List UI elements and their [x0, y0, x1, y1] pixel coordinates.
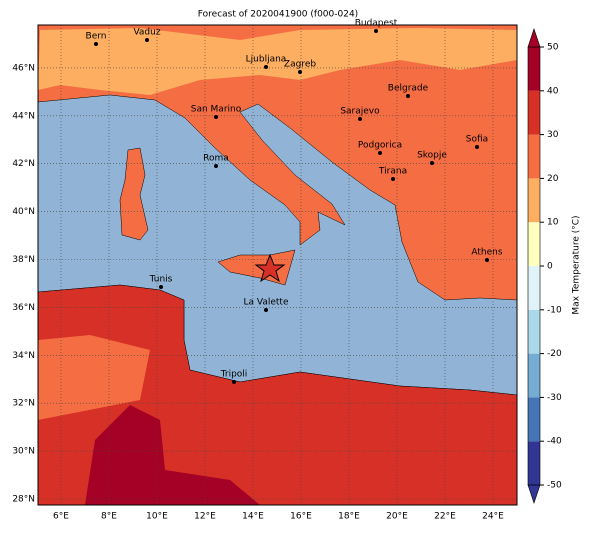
- city-label: Vaduz: [133, 28, 160, 38]
- city-label: Roma: [203, 154, 229, 164]
- city-dot: [145, 38, 149, 42]
- lon-label: 8°E: [101, 512, 117, 522]
- city-dot: [232, 380, 236, 384]
- lat-label: 44°N: [12, 111, 35, 121]
- colorbar-band: [528, 47, 540, 91]
- city-label: Bern: [86, 32, 107, 42]
- city-label: Tripoli: [220, 370, 248, 380]
- warm-zone: [38, 335, 150, 420]
- lon-label: 6°E: [53, 512, 69, 522]
- hot-zone: [85, 405, 260, 505]
- map-area: [38, 25, 517, 505]
- colorbar-tick-label: 30: [547, 130, 559, 140]
- colorbar-arrow: [527, 28, 541, 48]
- city-dot: [430, 161, 434, 165]
- colorbar-tick-label: -40: [547, 437, 562, 447]
- lon-label: 16°E: [290, 512, 312, 522]
- colorbar-label: Max Temperature (°C): [572, 215, 582, 314]
- colorbar-band: [528, 353, 540, 398]
- city-dot: [406, 94, 410, 98]
- city-dot: [358, 117, 362, 121]
- city-label: Tunis: [149, 275, 173, 285]
- city-dot: [159, 285, 163, 289]
- city-dot: [264, 65, 268, 69]
- city-label: Ljubljana: [246, 55, 287, 65]
- city-dot: [94, 42, 98, 46]
- lat-label: 46°N: [12, 63, 35, 73]
- lat-label: 34°N: [12, 351, 35, 361]
- colorbar-band: [528, 222, 540, 266]
- city-dot: [374, 29, 378, 33]
- colorbar-tick-label: -50: [547, 481, 562, 491]
- colorbar-band: [528, 178, 540, 223]
- lat-label: 32°N: [12, 399, 35, 409]
- city-dot: [485, 258, 489, 262]
- lon-label: 24°E: [482, 512, 504, 522]
- city-label: San Marino: [191, 105, 242, 115]
- title: Forecast of 2020041900 (f000-024): [198, 10, 358, 20]
- city-label: Sofia: [466, 135, 488, 145]
- colorbar-tick-label: 40: [547, 86, 559, 96]
- city-label: Belgrade: [388, 84, 429, 94]
- city-label: Podgorica: [358, 141, 402, 151]
- colorbar-arrow: [527, 484, 541, 504]
- city-label: Tirana: [378, 167, 407, 177]
- city-dot: [298, 70, 302, 74]
- city-dot: [378, 151, 382, 155]
- colorbar-band: [528, 441, 540, 485]
- lat-label: 40°N: [12, 207, 35, 217]
- lon-label: 22°E: [434, 512, 456, 522]
- lon-label: 20°E: [386, 512, 408, 522]
- city-label: Zagreb: [284, 60, 316, 70]
- lat-label: 42°N: [12, 159, 35, 169]
- lat-label: 30°N: [12, 447, 35, 457]
- lat-label: 38°N: [12, 255, 35, 265]
- colorbar-band: [528, 266, 540, 310]
- city-label: Budapest: [355, 19, 398, 29]
- lon-label: 18°E: [338, 512, 360, 522]
- city-dot: [391, 177, 395, 181]
- warm-zone: [38, 28, 517, 95]
- city-label: Skopje: [417, 151, 447, 161]
- star-marker: [254, 253, 286, 283]
- colorbar-tick-label: -30: [547, 393, 562, 403]
- lon-label: 10°E: [146, 512, 168, 522]
- lat-label: 36°N: [12, 303, 35, 313]
- city-dot: [264, 308, 268, 312]
- colorbar-band: [528, 90, 540, 135]
- colorbar-band: [528, 397, 540, 442]
- colorbar-tick-label: 50: [547, 43, 559, 53]
- colorbar-band: [528, 309, 540, 354]
- colorbar-tick-label: 10: [547, 218, 559, 228]
- colorbar-tick-label: 20: [547, 174, 559, 184]
- colorbar-tick-label: 0: [547, 262, 553, 272]
- colorbar-band: [528, 134, 540, 179]
- city-dot: [214, 164, 218, 168]
- colorbar-tick-label: -20: [547, 349, 562, 359]
- island: [119, 147, 149, 241]
- city-dot: [475, 145, 479, 149]
- lat-label: 28°N: [12, 495, 35, 505]
- city-dot: [214, 115, 218, 119]
- lon-label: 14°E: [242, 512, 264, 522]
- city-label: La Valette: [244, 298, 289, 308]
- city-label: Athens: [471, 248, 502, 258]
- colorbar-tick-label: -10: [547, 305, 562, 315]
- city-label: Sarajevo: [340, 107, 380, 117]
- lon-label: 12°E: [194, 512, 216, 522]
- map-frame: [37, 24, 518, 506]
